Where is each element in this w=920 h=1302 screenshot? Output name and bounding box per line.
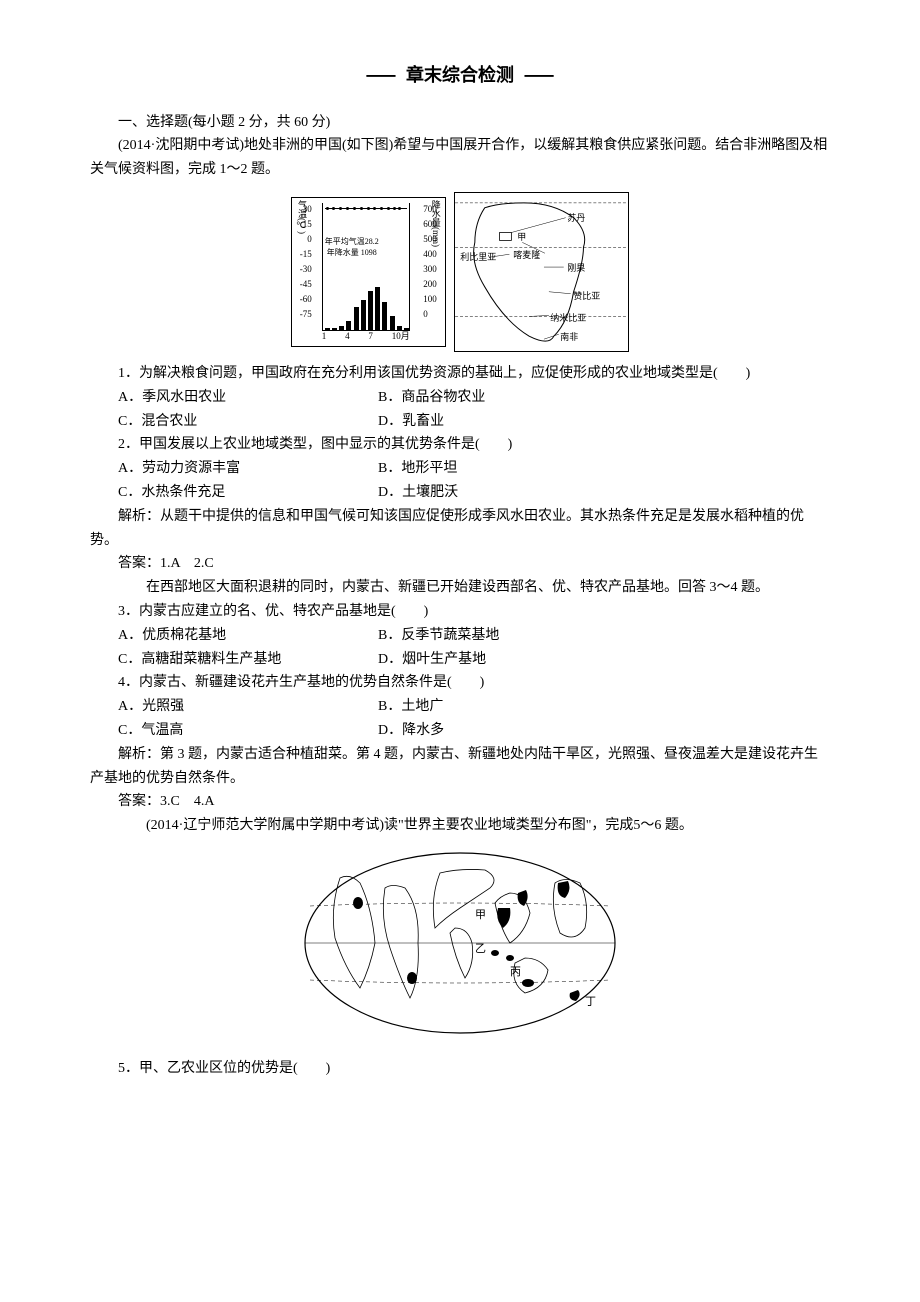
q3-options-row2: C．高糖甜菜糖料生产基地 D．烟叶生产基地	[118, 648, 830, 672]
q3-option-c: C．高糖甜菜糖料生产基地	[118, 648, 378, 672]
label-world-ding: 丁	[585, 993, 596, 1012]
chapter-title: 章末综合检测	[90, 60, 830, 91]
analysis-1-2: 解析：从题干中提供的信息和甲国气候可知该国应促使形成季风水田农业。其水热条件充足…	[90, 505, 830, 553]
precip-bar	[361, 300, 366, 330]
q1-option-d: D．乳畜业	[378, 410, 830, 434]
figure-world-map: 甲 乙 丙 丁	[90, 848, 830, 1047]
q1-options-row2: C．混合农业 D．乳畜业	[118, 410, 830, 434]
label-world-bing: 丙	[510, 963, 521, 982]
q2-option-d: D．土壤肥沃	[378, 481, 830, 505]
q1-options-row1: A．季风水田农业 B．商品谷物农业	[118, 386, 830, 410]
temp-ticks: 30 15 0 -15 -30 -45 -60 -75	[300, 202, 312, 322]
q3-option-a: A．优质棉花基地	[118, 624, 378, 648]
intro-q3-4: 在西部地区大面积退耕的同时，内蒙古、新疆已开始建设西部名、优、特农产品基地。回答…	[90, 576, 830, 600]
q3-option-b: B．反季节蔬菜基地	[378, 624, 830, 648]
temp-dot	[367, 207, 370, 210]
label-namibia: 纳米比亚	[550, 311, 586, 326]
q3-options-row1: A．优质棉花基地 B．反季节蔬菜基地	[118, 624, 830, 648]
q3-option-d: D．烟叶生产基地	[378, 648, 830, 672]
precip-bar	[375, 287, 380, 330]
label-libiya: 利比里亚	[460, 250, 496, 265]
climate-chart: 气温(℃) 30 15 0 -15 -30 -45 -60 -75 降水量(mm…	[291, 197, 446, 347]
temp-dot	[353, 207, 356, 210]
world-map: 甲 乙 丙 丁	[300, 848, 620, 1038]
month-ticks: 1 4 7 10月	[322, 329, 410, 344]
label-kamailong: 喀麦隆	[513, 248, 540, 263]
answer-1-2: 答案：1.A 2.C	[90, 552, 830, 576]
q5-text: 5．甲、乙农业区位的优势是( )	[90, 1057, 830, 1081]
q1-option-a: A．季风水田农业	[118, 386, 378, 410]
precip-bar	[354, 307, 359, 330]
q2-option-b: B．地形平坦	[378, 457, 830, 481]
q1-option-b: B．商品谷物农业	[378, 386, 830, 410]
answer-3-4: 答案：3.C 4.A	[90, 790, 830, 814]
label-zanbiya: 赞比亚	[573, 289, 600, 304]
q2-option-a: A．劳动力资源丰富	[118, 457, 378, 481]
precip-ticks: 700 600 500 400 300 200 100 0	[423, 202, 437, 322]
q1-text: 1．为解决粮食问题，甲国政府在充分利用该国优势资源的基础上，应促使形成的农业地域…	[90, 362, 830, 386]
chart-plot-area	[322, 203, 410, 331]
q4-option-d: D．降水多	[378, 719, 830, 743]
precip-bar	[368, 291, 373, 330]
q4-option-b: B．土地广	[378, 695, 830, 719]
africa-map: 甲 苏丹 利比里亚 喀麦隆 刚果 赞比亚 纳米比亚 南非	[454, 192, 629, 352]
q4-options-row2: C．气温高 D．降水多	[118, 719, 830, 743]
label-nanfei: 南非	[560, 330, 578, 345]
figure-africa-climate: 气温(℃) 30 15 0 -15 -30 -45 -60 -75 降水量(mm…	[90, 192, 830, 352]
q2-text: 2．甲国发展以上农业地域类型，图中显示的其优势条件是( )	[90, 433, 830, 457]
precip-bar	[382, 302, 387, 330]
temp-dot	[346, 207, 349, 210]
intro-q1-2: (2014·沈阳期中考试)地处非洲的甲国(如下图)希望与中国展开合作，以缓解其粮…	[90, 134, 830, 182]
label-sudan: 苏丹	[567, 211, 585, 226]
q2-options-row1: A．劳动力资源丰富 B．地形平坦	[118, 457, 830, 481]
q1-option-c: C．混合农业	[118, 410, 378, 434]
label-world-yi: 乙	[475, 940, 486, 959]
q4-text: 4．内蒙古、新疆建设花卉生产基地的优势自然条件是( )	[90, 671, 830, 695]
climate-annotation: 年平均气温28.2 年降水量 1098	[325, 236, 379, 258]
label-jia: 甲	[517, 230, 526, 245]
intro-q5-6: (2014·辽宁师范大学附属中学期中考试)读"世界主要农业地域类型分布图"，完成…	[90, 814, 830, 838]
analysis-3-4: 解析：第 3 题，内蒙古适合种植甜菜。第 4 题，内蒙古、新疆地处内陆干旱区，光…	[90, 743, 830, 791]
q4-option-c: C．气温高	[118, 719, 378, 743]
q2-options-row2: C．水热条件充足 D．土壤肥沃	[118, 481, 830, 505]
q4-options-row1: A．光照强 B．土地广	[118, 695, 830, 719]
label-gangguo: 刚果	[567, 261, 585, 276]
q3-text: 3．内蒙古应建立的名、优、特农产品基地是( )	[90, 600, 830, 624]
q2-option-c: C．水热条件充足	[118, 481, 378, 505]
label-world-jia: 甲	[475, 906, 486, 925]
temp-dot	[360, 207, 363, 210]
q4-option-a: A．光照强	[118, 695, 378, 719]
section-header: 一、选择题(每小题 2 分，共 60 分)	[90, 111, 830, 135]
